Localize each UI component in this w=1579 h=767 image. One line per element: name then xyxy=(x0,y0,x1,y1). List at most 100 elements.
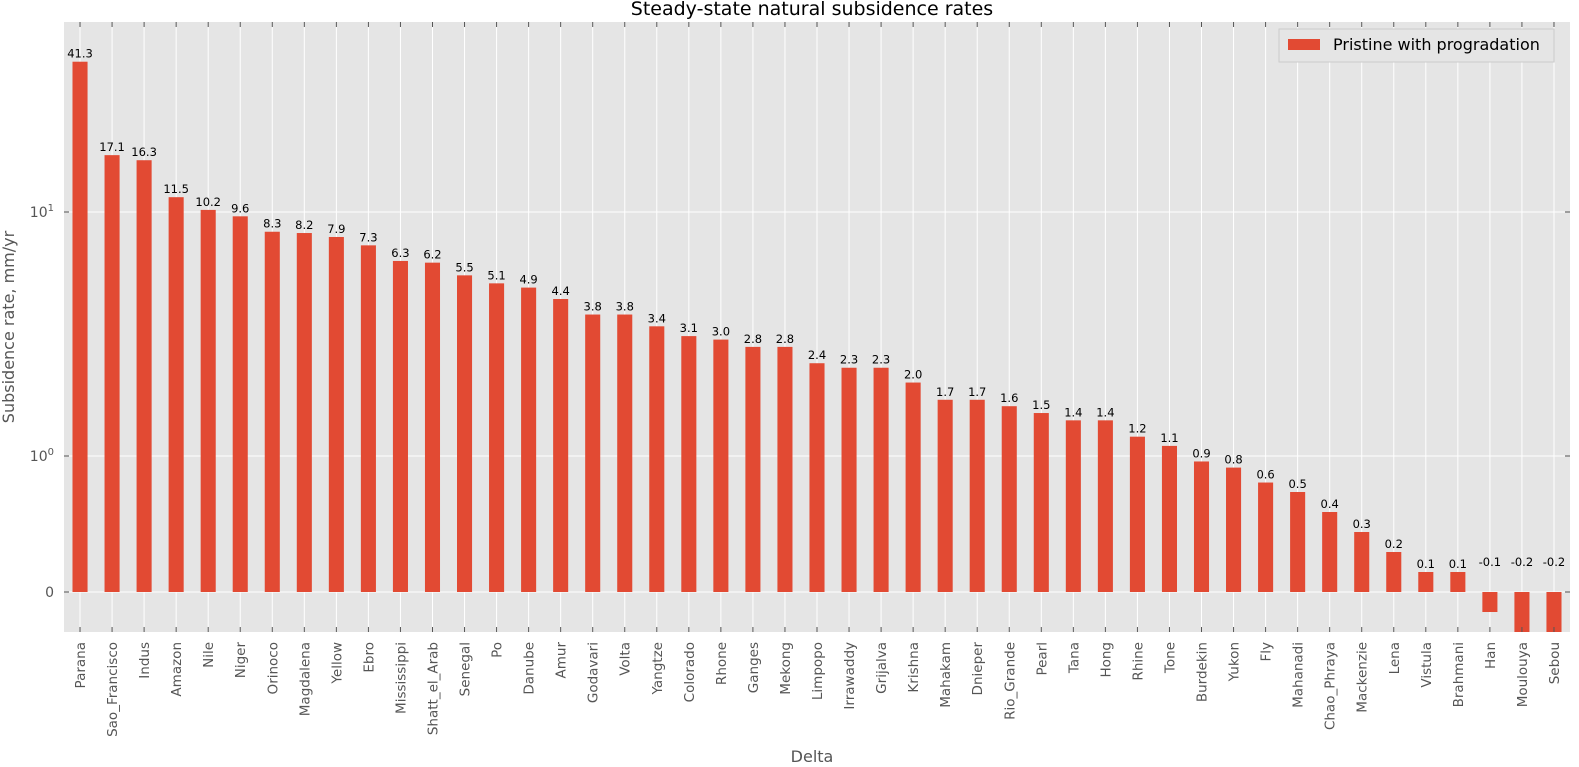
bar-tone xyxy=(1161,445,1177,592)
bar-yangtze xyxy=(649,326,665,592)
x-tick-label: Amur xyxy=(554,642,570,679)
y-axis: 0 100 101 xyxy=(30,203,1570,601)
bar-volta xyxy=(617,314,633,592)
x-tick-label: Ebro xyxy=(361,642,377,673)
x-tick-label: Rhine xyxy=(1130,642,1146,681)
legend: Pristine with progradation xyxy=(1278,28,1555,63)
data-label: 4.4 xyxy=(552,284,570,298)
bar-rio-grande xyxy=(1001,406,1017,592)
data-label: 7.9 xyxy=(327,222,345,236)
x-tick-label: Orinoco xyxy=(265,642,281,694)
x-tick-label: Senegal xyxy=(458,642,474,696)
bar-mahakam xyxy=(937,399,953,592)
y-axis-label: Subsidence rate, mm/yr xyxy=(0,230,18,423)
bar-po xyxy=(489,283,505,592)
data-label: -0.2 xyxy=(1511,555,1533,569)
x-tick-label: Shatt_el_Arab xyxy=(425,642,441,735)
x-tick-label: Limpopo xyxy=(810,642,826,700)
data-label: 0.9 xyxy=(1192,446,1210,460)
legend-entry: Pristine with progradation xyxy=(1333,35,1540,54)
bar-parana xyxy=(72,61,88,592)
data-label: 3.1 xyxy=(680,321,698,335)
x-tick-label: Grijalva xyxy=(874,642,890,694)
x-tick-label: Sebou xyxy=(1547,642,1563,684)
y-tick-label: 101 xyxy=(30,203,54,221)
bar-han xyxy=(1482,592,1498,612)
x-tick-label: Sao_Francisco xyxy=(105,642,121,737)
data-label: 11.5 xyxy=(163,182,189,196)
x-tick-label: Mackenzie xyxy=(1355,642,1371,713)
data-label: 2.0 xyxy=(904,368,922,382)
x-tick-label: Tana xyxy=(1066,642,1082,674)
data-label: 2.8 xyxy=(744,332,762,346)
bar-ganges xyxy=(745,346,761,592)
x-tick-label: Volta xyxy=(618,642,634,676)
data-label: 6.3 xyxy=(391,246,409,260)
bar-senegal xyxy=(457,275,473,592)
bar-fly xyxy=(1258,482,1274,592)
x-tick-label: Parana xyxy=(73,642,89,688)
data-label: 1.6 xyxy=(1000,391,1018,405)
x-tick-label: Nile xyxy=(201,642,217,668)
data-label: 3.8 xyxy=(616,300,634,314)
x-tick-label: Burdekin xyxy=(1195,642,1211,702)
bar-shatt-el-arab xyxy=(424,262,441,592)
x-tick-label: Chao_Phraya xyxy=(1323,642,1339,730)
x-tick-label: Mississippi xyxy=(393,642,409,714)
bar-niger xyxy=(232,216,248,593)
bar-sao-francisco xyxy=(104,155,120,592)
bar-burdekin xyxy=(1193,461,1210,592)
bar-ebro xyxy=(360,245,376,592)
bar-indus xyxy=(136,160,152,592)
data-label: 0.5 xyxy=(1288,477,1306,491)
bar-rhone xyxy=(713,339,729,592)
x-tick-label: Danube xyxy=(522,642,538,695)
bars xyxy=(72,61,1562,632)
bar-krishna xyxy=(905,382,921,592)
bar-godavari xyxy=(585,314,601,592)
data-label: 8.2 xyxy=(295,218,313,232)
bar-labels: 41.3 17.1 16.3 11.5 10.2 9.6 8.3 8.2 7.9 7.3 6.3 6.… xyxy=(67,47,1565,571)
data-label: 3.0 xyxy=(712,325,730,339)
data-label: 41.3 xyxy=(67,47,93,61)
x-tick-label: Magdalena xyxy=(297,642,313,716)
data-label: 2.4 xyxy=(808,348,826,362)
data-label: 16.3 xyxy=(131,145,157,159)
data-label: 2.3 xyxy=(872,353,890,367)
bar-magdalena xyxy=(296,233,312,592)
data-label: 0.1 xyxy=(1417,557,1435,571)
data-label: 0.3 xyxy=(1353,517,1371,531)
data-label: 1.1 xyxy=(1160,431,1178,445)
x-tick-label: Po xyxy=(490,642,506,658)
data-label: 7.3 xyxy=(359,230,377,244)
x-tick-label: Yangtze xyxy=(650,642,666,695)
bar-mississippi xyxy=(392,260,408,592)
data-label: 1.7 xyxy=(968,385,986,399)
x-tick-label: Indus xyxy=(137,642,153,679)
bar-limpopo xyxy=(809,363,825,592)
bar-mackenzie xyxy=(1354,532,1370,592)
x-tick-label: Mahanadi xyxy=(1291,642,1307,708)
bar-mekong xyxy=(777,346,793,592)
bar-chao-phraya xyxy=(1322,512,1338,592)
bar-grijalva xyxy=(873,367,889,592)
x-tick-label: Vistula xyxy=(1419,642,1435,688)
x-tick-label: Yukon xyxy=(1227,642,1243,682)
y-tick-label: 0 xyxy=(45,585,54,601)
bar-sebou xyxy=(1546,592,1562,632)
x-tick-label: Irrawaddy xyxy=(842,642,858,710)
bar-yukon xyxy=(1226,467,1242,592)
data-label: -0.2 xyxy=(1543,555,1565,569)
x-tick-label: Brahmani xyxy=(1451,642,1467,707)
data-label: 3.4 xyxy=(648,311,666,325)
x-tick-label: Colorado xyxy=(682,642,698,702)
x-tick-label: Hong xyxy=(1098,642,1114,678)
x-tick-label: Han xyxy=(1483,642,1499,669)
data-label: 1.4 xyxy=(1096,405,1114,419)
data-label: 2.3 xyxy=(840,353,858,367)
bar-dnieper xyxy=(969,399,985,592)
data-label: 0.8 xyxy=(1224,453,1242,467)
x-tick-label: Tone xyxy=(1162,642,1178,674)
x-tick-label: Mahakam xyxy=(938,642,954,708)
